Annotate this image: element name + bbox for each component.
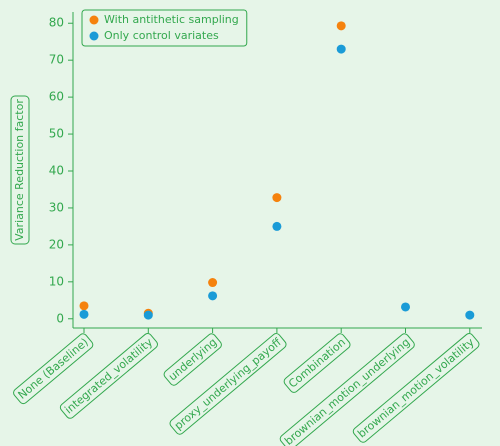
y-tick-label: 30 <box>49 200 64 214</box>
legend-label: Only control variates <box>104 29 219 42</box>
y-tick-label: 70 <box>49 53 64 67</box>
legend-marker <box>89 15 99 25</box>
point <box>465 310 475 320</box>
x-tick-label-box <box>13 333 94 405</box>
legend-label: With antithetic sampling <box>104 13 239 26</box>
point <box>208 278 218 288</box>
y-label: Variance Reduction factor <box>13 99 26 241</box>
point <box>143 310 153 320</box>
y-tick-label: 50 <box>49 127 64 141</box>
point <box>79 301 89 311</box>
x-tick-label-box <box>169 333 287 435</box>
point <box>208 291 218 301</box>
point <box>79 309 89 319</box>
x-tick-label-box <box>352 333 480 443</box>
x-tick-label-box <box>163 333 222 386</box>
point <box>272 221 282 231</box>
x-tick-label-box <box>59 333 158 419</box>
legend: With antithetic sampling Only control var… <box>81 9 248 47</box>
x-tick-label-box <box>279 333 415 446</box>
y-tick-label: 20 <box>49 237 64 251</box>
y-tick-label: 40 <box>49 164 64 178</box>
y-tick-label: 10 <box>49 274 64 288</box>
y-label-group: Variance Reduction factor <box>10 95 30 245</box>
legend-box <box>81 9 248 47</box>
point <box>401 302 410 312</box>
point <box>272 193 282 203</box>
y-tick-label: 60 <box>49 90 64 104</box>
y-tick-label: 80 <box>49 16 64 30</box>
legend-marker <box>89 31 99 41</box>
point <box>336 21 346 31</box>
y-tick-label: 0 <box>56 311 64 325</box>
x-tick-label-box <box>283 333 351 393</box>
point <box>336 44 346 54</box>
y-label-box <box>10 95 30 245</box>
